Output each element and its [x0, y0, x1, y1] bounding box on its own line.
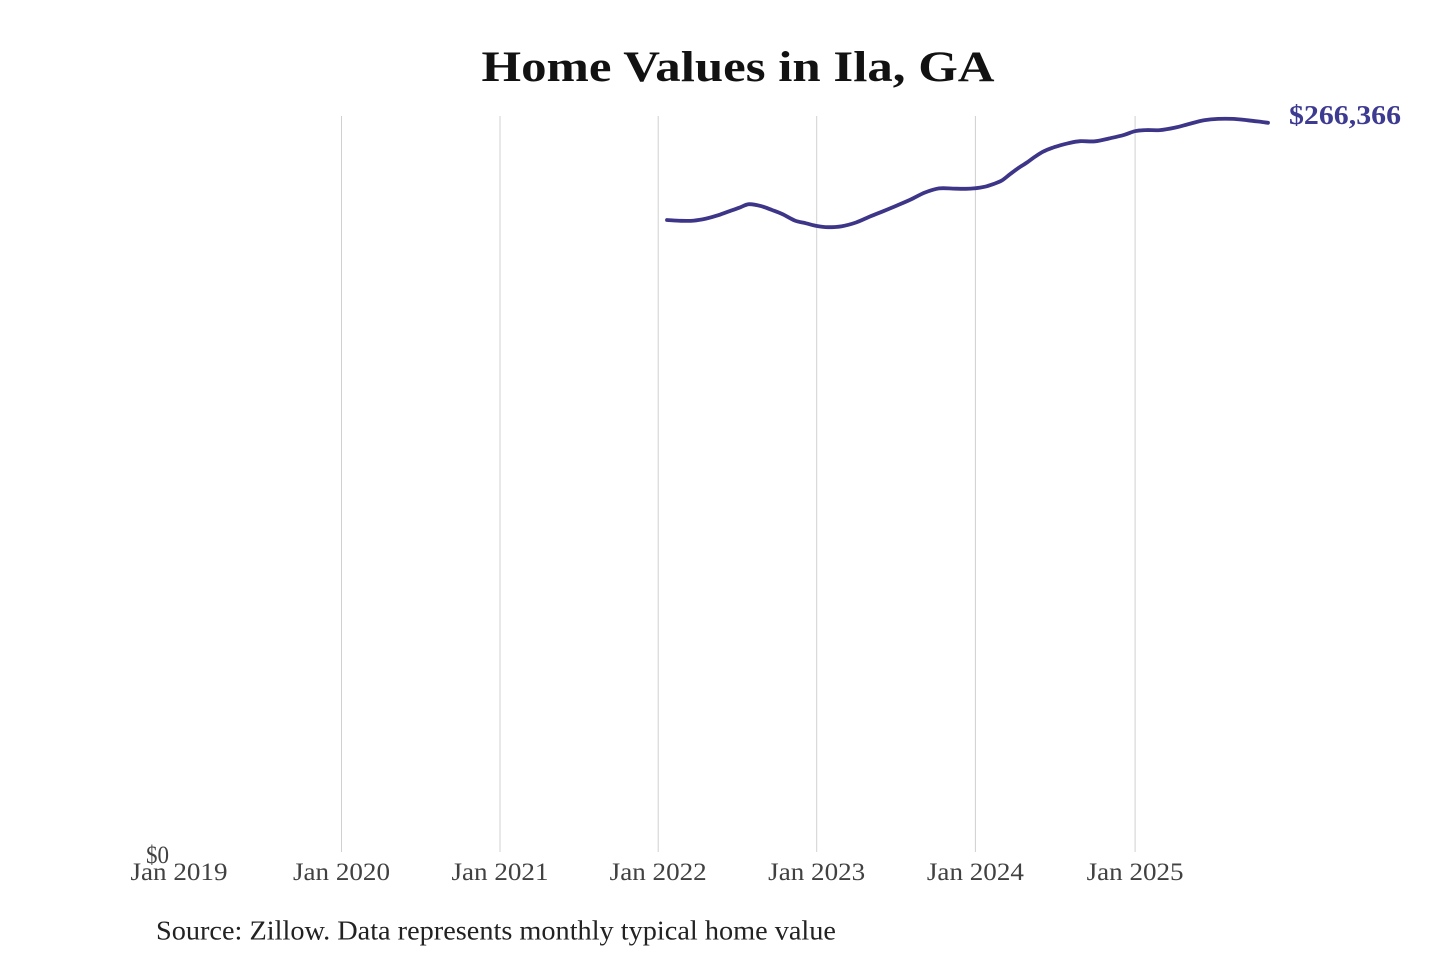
svg-text:Home Values in Ila, GA: Home Values in Ila, GA [482, 43, 996, 91]
svg-text:Jan 2025: Jan 2025 [1087, 859, 1184, 886]
svg-text:Jan 2019: Jan 2019 [131, 859, 228, 886]
svg-text:Source: Zillow. Data represent: Source: Zillow. Data represents monthly … [156, 916, 836, 946]
svg-text:Jan 2023: Jan 2023 [768, 859, 865, 886]
svg-text:Jan 2024: Jan 2024 [927, 859, 1025, 886]
svg-text:Jan 2022: Jan 2022 [610, 859, 707, 886]
svg-text:$0: $0 [146, 842, 169, 869]
svg-text:Jan 2020: Jan 2020 [293, 859, 390, 886]
svg-text:$266,366: $266,366 [1289, 100, 1401, 130]
svg-text:Jan 2021: Jan 2021 [452, 859, 549, 886]
